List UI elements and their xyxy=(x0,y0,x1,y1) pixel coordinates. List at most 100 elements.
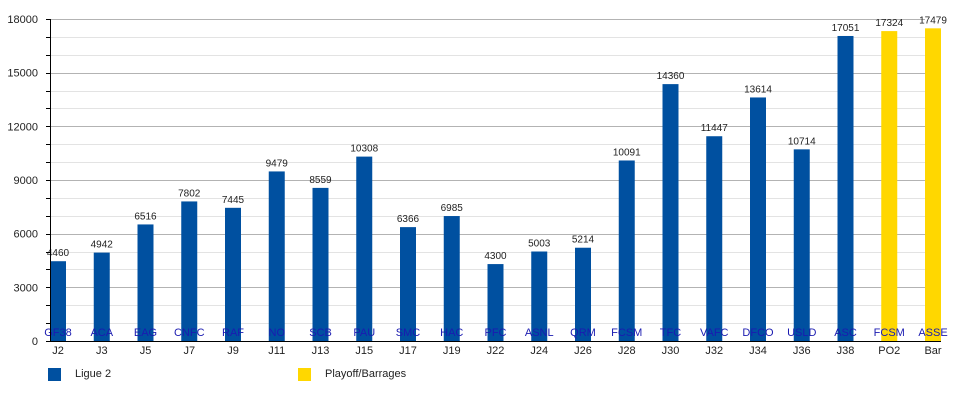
bar xyxy=(400,227,416,341)
bar xyxy=(50,261,66,341)
opponent-label: QRM xyxy=(570,327,596,339)
value-label: 4300 xyxy=(484,251,507,262)
opponent-label: SCB xyxy=(309,327,332,339)
y-tick-label: 0 xyxy=(32,336,38,348)
bars xyxy=(50,28,941,342)
value-label: 10091 xyxy=(613,147,641,158)
y-tick-label: 12000 xyxy=(7,121,38,133)
bar xyxy=(312,187,329,341)
opponent-label: FCSM xyxy=(611,327,642,339)
value-label: 17479 xyxy=(919,15,947,26)
x-tick-label: J17 xyxy=(399,345,417,357)
x-tick-label: J19 xyxy=(443,345,461,357)
bar xyxy=(225,207,241,341)
opponent-label: ACA xyxy=(90,327,113,339)
opponent-label: CNFC xyxy=(174,327,205,339)
bar xyxy=(706,136,723,341)
x-tick-label: J30 xyxy=(662,345,680,357)
opponent-label: HAC xyxy=(440,327,463,339)
legend-item-ligue-2: Ligue 2 xyxy=(48,366,111,382)
opponent-label: DFCO xyxy=(742,327,774,339)
value-label: 4942 xyxy=(91,240,114,251)
opponent-label: RAF xyxy=(222,327,244,339)
opponent-label: GF38 xyxy=(44,327,72,339)
x-tick-label: J22 xyxy=(487,345,505,357)
x-tick-label: J15 xyxy=(355,345,373,357)
opponent-label: ASNL xyxy=(525,327,554,339)
x-tick-label: PO2 xyxy=(878,345,900,357)
bar xyxy=(531,251,548,341)
x-tick-label: J28 xyxy=(618,345,636,357)
legend-item-playoff: Playoff/Barrages xyxy=(298,366,406,382)
value-label: 17324 xyxy=(875,18,903,29)
opponent-label: ASC xyxy=(834,327,857,339)
value-label: 5214 xyxy=(572,235,595,246)
opponent-label: NO xyxy=(269,327,286,339)
y-tick-label: 18000 xyxy=(7,14,38,26)
value-label: 17051 xyxy=(832,23,860,34)
x-tick-label: J34 xyxy=(749,345,767,357)
x-tick-label: Bar xyxy=(924,345,941,357)
bar xyxy=(881,31,898,341)
bar xyxy=(925,28,941,342)
value-label: 4460 xyxy=(47,248,70,259)
bar xyxy=(662,84,679,342)
y-tick-label: 6000 xyxy=(14,229,38,241)
x-tick-label: J11 xyxy=(268,345,285,357)
x-tick-label: J32 xyxy=(705,345,723,357)
x-tick-label: J5 xyxy=(140,345,152,357)
bar xyxy=(487,264,504,341)
x-tick-label: J2 xyxy=(52,345,64,357)
value-label: 6366 xyxy=(397,214,420,225)
x-tick-label: J13 xyxy=(312,345,330,357)
opponent-label: VAFC xyxy=(700,327,729,339)
opponent-label: EAG xyxy=(134,327,157,339)
value-labels: 4460 4942 6516 7802 7445 9479 8559 10308 6366 698… xyxy=(47,15,947,262)
value-label: 7445 xyxy=(222,195,245,206)
x-tick-label: J36 xyxy=(793,345,811,357)
bar xyxy=(356,156,373,341)
legend-label-playoff: Playoff/Barrages xyxy=(325,368,407,380)
bar xyxy=(181,201,198,341)
bar xyxy=(137,224,154,341)
opponent-labels: GF38 ACA EAG CNFC RAF NO SCB PAU SMC HAC PFC ASNL QR… xyxy=(44,327,947,339)
x-tick-label: J7 xyxy=(183,345,195,357)
x-tick-label: J38 xyxy=(837,345,855,357)
value-label: 10714 xyxy=(788,136,816,147)
x-tick-labels: J2 J3 J5 J7 J9 J11 J13 J15 J17 J19 J22 J24 J26 J28 J30… xyxy=(52,345,942,357)
bar xyxy=(443,216,460,341)
x-tick-label: J3 xyxy=(96,345,108,357)
legend-swatch-playoff xyxy=(298,367,311,381)
axes xyxy=(46,19,941,342)
opponent-label: TFC xyxy=(660,327,681,339)
opponent-label: ASSE xyxy=(918,327,947,339)
x-tick-label: J9 xyxy=(227,345,239,357)
value-label: 6516 xyxy=(134,211,157,222)
y-tick-label: 15000 xyxy=(7,68,38,80)
value-label: 8559 xyxy=(309,175,332,186)
bar xyxy=(750,97,766,341)
value-label: 11447 xyxy=(701,123,729,134)
bar xyxy=(618,160,635,341)
opponent-label: FCSM xyxy=(874,327,905,339)
opponent-label: USLD xyxy=(787,327,816,339)
bar xyxy=(793,149,810,341)
value-label: 9479 xyxy=(266,158,289,169)
legend-label-ligue-2: Ligue 2 xyxy=(75,368,112,380)
opponent-label: SMC xyxy=(396,327,421,339)
value-label: 14360 xyxy=(657,71,685,82)
value-label: 10308 xyxy=(350,144,378,155)
bar xyxy=(93,252,110,341)
value-label: 5003 xyxy=(528,239,551,250)
legend-swatch-ligue-2 xyxy=(48,367,61,381)
y-tick-labels: 0 3000 6000 9000 12000 15000 18000 xyxy=(7,14,38,348)
bar xyxy=(575,247,591,341)
value-label: 7802 xyxy=(178,188,201,199)
x-tick-label: J26 xyxy=(574,345,592,357)
value-label: 13614 xyxy=(744,84,772,95)
bar xyxy=(268,171,285,341)
value-label: 6985 xyxy=(441,203,464,214)
y-tick-label: 3000 xyxy=(14,282,38,294)
bar xyxy=(837,35,854,341)
